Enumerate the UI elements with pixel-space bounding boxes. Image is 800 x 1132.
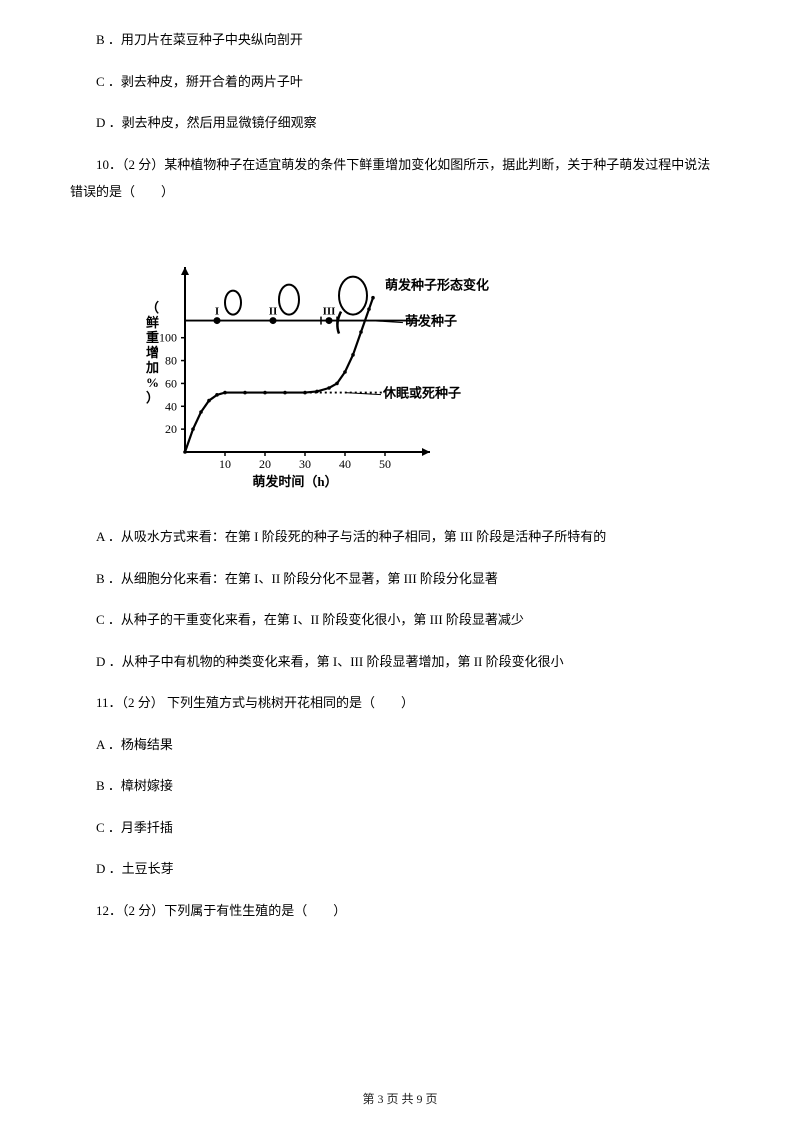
svg-text:萌发时间（h）: 萌发时间（h） (252, 474, 337, 489)
q10-stem-2: 错误的是（ ） (70, 182, 740, 202)
opt-b-prev: B ．用刀片在菜豆种子中央纵向剖开 (70, 30, 740, 50)
svg-text:鲜: 鲜 (146, 315, 159, 330)
q11-opt-d: D ．土豆长芽 (70, 859, 740, 879)
q10-opt-d: D ．从种子中有机物的种类变化来看，第 I、III 阶段显著增加，第 II 阶段… (70, 652, 740, 672)
q10-stem: 10．（2 分）某种植物种子在适宜萌发的条件下鲜重增加变化如图所示，据此判断，关… (70, 155, 740, 175)
q10-opt-b: B ．从细胞分化来看：在第 I、II 阶段分化不显著，第 III 阶段分化显著 (70, 569, 740, 589)
q11-opt-a: A ．杨梅结果 (70, 735, 740, 755)
svg-text:20: 20 (259, 457, 271, 471)
svg-text:增: 增 (146, 345, 159, 360)
svg-text:重: 重 (146, 330, 159, 345)
svg-text:40: 40 (339, 457, 351, 471)
q11-opt-c: C ．月季扦插 (70, 818, 740, 838)
svg-text:II: II (269, 305, 278, 317)
q11-opt-b: B ．樟树嫁接 (70, 776, 740, 796)
q10-chart: 204060801001020304050（鲜重增加%）萌发时间（h）IIIII… (130, 222, 740, 508)
page-footer: 第 3 页 共 9 页 (0, 1090, 800, 1108)
svg-text:（: （ (146, 300, 159, 315)
svg-text:30: 30 (299, 457, 311, 471)
q11-stem: 11．（2 分） 下列生殖方式与桃树开花相同的是（ ） (70, 693, 740, 713)
svg-text:80: 80 (165, 353, 177, 367)
svg-text:）: ） (146, 390, 159, 405)
q12-stem: 12．（2 分）下列属于有性生殖的是（ ） (70, 901, 740, 921)
q10-opt-c: C ．从种子的干重变化来看，在第 I、II 阶段变化很小，第 III 阶段显著减… (70, 610, 740, 630)
svg-text:III: III (323, 305, 336, 317)
svg-text:休眠或死种子: 休眠或死种子 (382, 385, 461, 400)
svg-text:萌发种子形态变化: 萌发种子形态变化 (385, 277, 489, 292)
svg-text:50: 50 (379, 457, 391, 471)
svg-text:20: 20 (165, 422, 177, 436)
opt-c-prev: C ．剥去种皮，掰开合着的两片子叶 (70, 72, 740, 92)
svg-text:萌发种子: 萌发种子 (405, 313, 457, 328)
svg-text:加: 加 (145, 360, 159, 375)
svg-text:40: 40 (165, 399, 177, 413)
q10-opt-a: A ．从吸水方式来看：在第 I 阶段死的种子与活的种子相同，第 III 阶段是活… (70, 527, 740, 547)
svg-text:10: 10 (219, 457, 231, 471)
svg-text:%: % (146, 375, 159, 390)
svg-text:I: I (215, 305, 219, 317)
svg-text:60: 60 (165, 376, 177, 390)
svg-text:100: 100 (159, 330, 177, 344)
opt-d-prev: D ．剥去种皮，然后用显微镜仔细观察 (70, 113, 740, 133)
